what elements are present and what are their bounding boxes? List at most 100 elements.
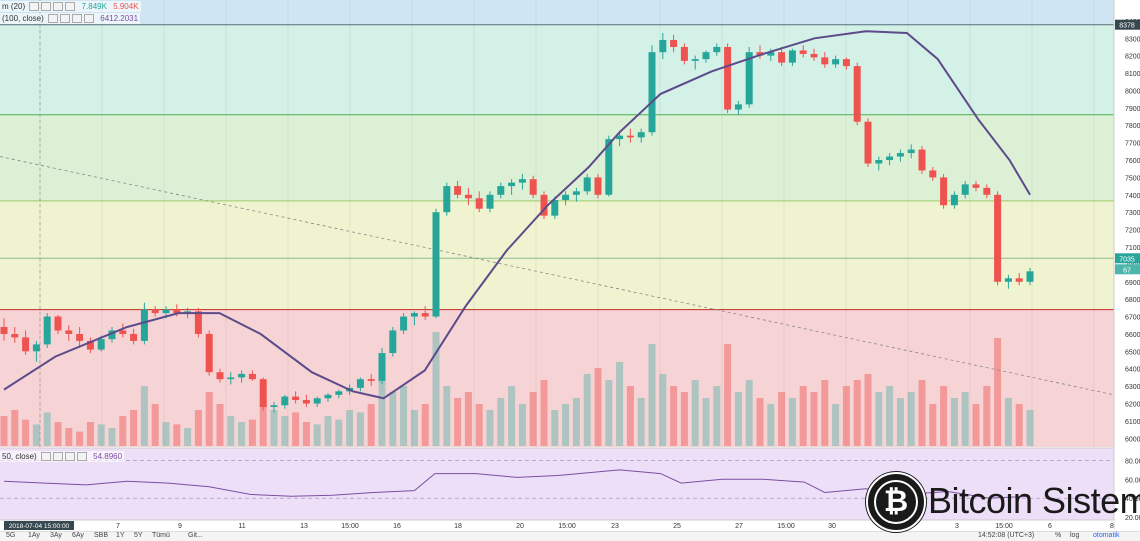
candle-body (22, 337, 30, 352)
eye-icon[interactable] (48, 14, 59, 24)
auto-toggle[interactable]: otomatik (1093, 532, 1120, 539)
candle-body (616, 135, 624, 140)
volume-bar (670, 386, 678, 446)
candle-body (151, 309, 159, 314)
rsi-line (3, 469, 1031, 499)
candle-body (108, 330, 116, 340)
moving-average-line (3, 30, 1031, 400)
goto-button[interactable]: Git... (188, 532, 203, 539)
volume-bar (335, 419, 343, 446)
settings-icon[interactable] (60, 14, 71, 24)
log-toggle[interactable]: log (1070, 532, 1080, 539)
candle-body (1026, 271, 1034, 282)
rsi-background (0, 448, 1114, 520)
volume-bar (216, 404, 224, 446)
volume-bar (540, 380, 548, 446)
volume-bar (907, 392, 915, 446)
volume-bar (140, 386, 148, 446)
bitcoin-sistem-logo: ₿ Bitcoin Sistem (866, 472, 1140, 532)
candle-body (205, 333, 213, 373)
volume-bar (853, 380, 861, 446)
candle-body (32, 344, 40, 352)
candle-body (97, 339, 105, 350)
volume-bar (270, 410, 278, 446)
time-tick-label: 3 (955, 523, 959, 530)
volume-bar (65, 428, 73, 446)
close-icon[interactable] (64, 452, 75, 462)
settings-icon[interactable] (41, 2, 52, 12)
volume-bar (799, 386, 807, 446)
clock: 14:52:08 (UTC+3) (978, 532, 1035, 539)
range-5g[interactable]: 5G (6, 532, 16, 539)
candle-body (734, 104, 742, 110)
price-tick-label: 6500 (1125, 349, 1140, 356)
candle-body (454, 186, 462, 195)
volume-bar (454, 398, 462, 446)
candle-body (227, 377, 235, 380)
volume-bar (238, 422, 246, 446)
volume-bar (194, 410, 202, 446)
range-5y[interactable]: 5Y (134, 532, 143, 539)
candle-body (821, 57, 829, 65)
volume-bar (875, 392, 883, 446)
candle-body (767, 52, 775, 56)
rsi-value: 54.8960 (93, 452, 123, 461)
range-1ay[interactable]: 1Ay (28, 532, 40, 539)
percent-toggle[interactable]: % (1055, 532, 1062, 539)
fib-zone (0, 309, 1114, 447)
range-6ay[interactable]: 6Ay (72, 532, 84, 539)
rsi-tick-label: 40.00 (1125, 496, 1140, 503)
price-tick-label: 7200 (1125, 228, 1140, 235)
more-icon[interactable] (65, 2, 76, 12)
indicator-legend-main: m (20) 7.849K 5.904K (0, 1, 141, 13)
more-icon[interactable] (76, 452, 87, 462)
candle-body (940, 177, 948, 206)
candle-body (605, 139, 613, 195)
volume-bar (551, 410, 559, 446)
volume-bar (691, 380, 699, 446)
eye-icon[interactable] (40, 452, 51, 462)
range-all[interactable]: Tümü (152, 532, 170, 539)
candle-body (281, 396, 289, 406)
volume-bar (778, 392, 786, 446)
settings-icon[interactable] (52, 452, 63, 462)
rsi-tick-label: 20.00 (1125, 515, 1140, 522)
candle-body (0, 326, 8, 334)
volume-bars (0, 332, 1034, 446)
candle-body (983, 187, 991, 195)
close-icon[interactable] (72, 14, 83, 24)
volume-bar (259, 404, 267, 446)
volume-bar (605, 380, 613, 446)
indicator-value-1: 7.849K (81, 2, 107, 11)
range-3ay[interactable]: 3Ay (50, 532, 62, 539)
eye-icon[interactable] (29, 2, 40, 12)
candle-body (216, 372, 224, 380)
fib-zone (0, 114, 1114, 201)
volume-bar (119, 416, 127, 446)
range-sbb[interactable]: SBB (94, 532, 109, 539)
time-tick-label: 15:00 (777, 523, 795, 530)
bottom-toolbar: 5G 1Ay 3Ay 6Ay SBB 1Y 5Y Tümü Git... 14:… (0, 531, 1140, 541)
logo-text: Bitcoin Sistem (928, 480, 1140, 521)
price-tick-label: 6400 (1125, 367, 1140, 374)
candle-body (335, 391, 343, 395)
bitcoin-logo-icon: ₿ (866, 472, 926, 532)
volume-bar (97, 424, 105, 446)
more-icon[interactable] (84, 14, 95, 24)
candle-body (875, 160, 883, 164)
volume-bar (767, 404, 775, 446)
candle-body (475, 198, 483, 209)
candle-body (248, 373, 256, 380)
candle-body (173, 309, 181, 314)
candle-body (259, 379, 267, 407)
range-1y[interactable]: 1Y (116, 532, 125, 539)
candle-body (691, 59, 699, 61)
time-tick-label: 11 (238, 523, 245, 530)
fib-zone (0, 258, 1114, 310)
candle-body (378, 353, 386, 381)
volume-bar (918, 380, 926, 446)
close-icon[interactable] (53, 2, 64, 12)
volume-bar (734, 392, 742, 446)
time-tick-label: 16 (393, 523, 401, 530)
